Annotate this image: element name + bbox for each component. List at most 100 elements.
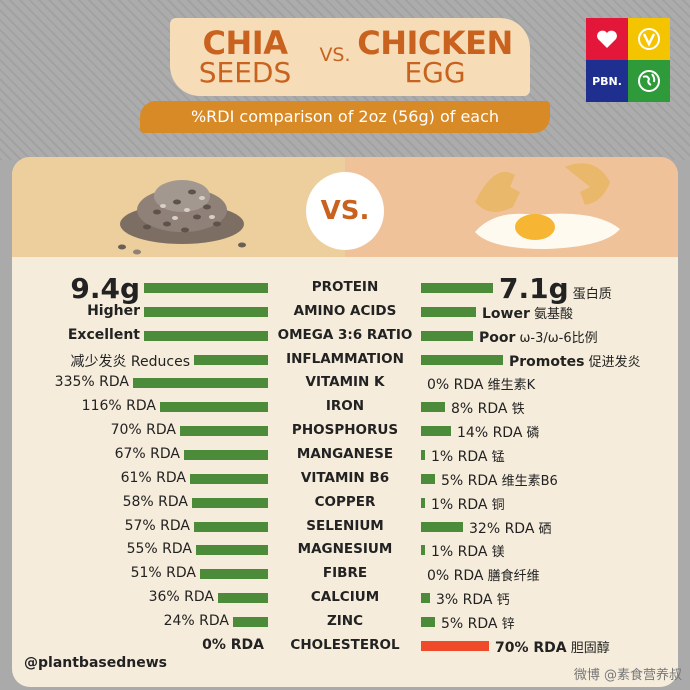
chia-value: 61% RDA	[120, 469, 186, 486]
egg-bar	[421, 283, 493, 293]
egg-value: Promotes 促进发炎	[509, 351, 641, 370]
egg-value-en: 8% RDA	[451, 401, 508, 418]
globe-icon	[628, 60, 670, 102]
nutrient-name: PHOSPHORUS	[291, 422, 399, 439]
egg-value-cn: 促进发炎	[584, 354, 641, 370]
chia-value: 335% RDA	[54, 374, 129, 391]
footer-handle: @plantbasednews	[24, 655, 167, 671]
egg-bar	[421, 593, 430, 604]
egg-bar	[421, 306, 476, 317]
egg-bar	[421, 426, 451, 437]
egg-value-cn: 蛋白质	[568, 287, 612, 302]
egg-value: 70% RDA 胆固醇	[495, 637, 610, 656]
egg-bar	[421, 449, 425, 460]
egg-value-cn: ω-3/ω-6比例	[515, 330, 598, 346]
chia-bar	[196, 545, 268, 556]
chia-value: 67% RDA	[114, 445, 180, 462]
chia-bar	[200, 569, 268, 580]
egg-value-cn: 氨基酸	[529, 306, 574, 322]
watermark: 微博 @素食营养叔	[573, 668, 682, 683]
egg-bar	[421, 473, 435, 484]
egg-value-cn: 锌	[497, 616, 515, 632]
egg-value-en: 5% RDA	[441, 615, 498, 632]
nutrient-name: ZINC	[326, 612, 364, 629]
chia-value: Higher	[87, 302, 140, 319]
egg-value: 0% RDA 膳食纤维	[427, 565, 540, 584]
nutrient-name: PROTEIN	[311, 279, 379, 295]
egg-value: 1% RDA 铜	[431, 494, 505, 513]
egg-header-panel	[345, 157, 678, 257]
egg-value: 5% RDA 锌	[441, 613, 515, 632]
egg-value-cn: 镁	[487, 545, 505, 561]
chia-value: 36% RDA	[148, 589, 214, 606]
egg-value: 1% RDA 镁	[431, 541, 505, 560]
chia-bar	[184, 449, 268, 460]
egg-value-en: 1% RDA	[431, 496, 488, 513]
heart-icon	[586, 18, 628, 60]
nutrient-name: MANGANESE	[296, 445, 394, 462]
nutrient-name: VITAMIN B6	[300, 469, 390, 486]
chia-bar	[233, 616, 268, 627]
egg-value-en: 0% RDA	[427, 568, 484, 585]
chia-seeds-pile-icon	[118, 180, 246, 255]
nutrient-name: MAGNESIUM	[297, 541, 393, 558]
egg-value-cn: 维生素K	[483, 378, 536, 394]
egg-value-en: Poor	[479, 329, 516, 346]
title-banner	[170, 18, 530, 96]
chia-value: Excellent	[67, 326, 140, 343]
egg-value-en: Lower	[482, 305, 530, 322]
egg-value-en: 70% RDA	[495, 639, 567, 656]
egg-value: 8% RDA 铁	[451, 398, 525, 417]
egg-value: 5% RDA 维生素B6	[441, 470, 558, 489]
egg-value: Lower 氨基酸	[482, 303, 573, 322]
egg-value-en: 32% RDA	[469, 520, 535, 537]
egg-bar	[421, 545, 425, 556]
chia-bar	[194, 521, 268, 532]
chia-value: 57% RDA	[124, 517, 190, 534]
egg-bar	[421, 616, 435, 627]
egg-bar	[421, 521, 463, 532]
egg-value-en: 1% RDA	[431, 448, 488, 465]
vs-badge: VS.	[306, 172, 384, 250]
nutrient-name: IRON	[325, 398, 365, 415]
chia-value: 70% RDA	[110, 422, 176, 439]
nutrient-name: CHOLESTEROL	[290, 636, 400, 653]
egg-bar	[421, 402, 445, 413]
chia-header-panel	[12, 157, 345, 257]
chia-value: 51% RDA	[130, 565, 196, 582]
pbn-text-icon: PBN.	[586, 60, 628, 102]
nutrient-name: SELENIUM	[306, 517, 384, 534]
egg-bar	[421, 354, 503, 365]
egg-value-cn: 胆固醇	[566, 640, 610, 656]
nutrient-name: COPPER	[314, 493, 376, 510]
egg-value-cn: 膳食纤维	[483, 569, 540, 585]
egg-bar	[421, 497, 425, 508]
subtitle-banner: %RDI comparison of 2oz (56g) of each	[140, 101, 550, 133]
chia-bar	[190, 473, 268, 484]
egg-value-cn: 锰	[487, 449, 505, 465]
title-seeds: SEEDS	[198, 56, 292, 89]
egg-bar	[421, 330, 473, 341]
egg-value-en: 3% RDA	[436, 592, 493, 609]
egg-value: 7.1g 蛋白质	[499, 272, 612, 305]
nutrient-name: INFLAMMATION	[286, 350, 404, 367]
chia-value: 9.4g	[70, 272, 140, 305]
egg-value-cn: 铁	[507, 402, 525, 418]
chia-value: 58% RDA	[122, 493, 188, 510]
vegan-v-icon	[628, 18, 670, 60]
pbn-logo: PBN.	[586, 18, 670, 102]
chia-bar	[144, 283, 268, 293]
chia-bar	[192, 497, 268, 508]
egg-value-cn: 维生素B6	[497, 473, 558, 489]
egg-value-cn: 钙	[492, 593, 510, 609]
chia-bar	[144, 330, 268, 341]
title-vs: VS.	[319, 44, 351, 66]
chia-bar	[180, 426, 268, 437]
nutrient-name: VITAMIN K	[305, 374, 385, 391]
nutrient-name: CALCIUM	[310, 589, 380, 606]
chia-bar	[160, 402, 268, 413]
comparison-card: VS.	[12, 157, 678, 687]
egg-value-en: 0% RDA	[427, 377, 484, 394]
nutrient-name: FIBRE	[322, 565, 368, 582]
nutrient-name: AMINO ACIDS	[293, 302, 397, 319]
